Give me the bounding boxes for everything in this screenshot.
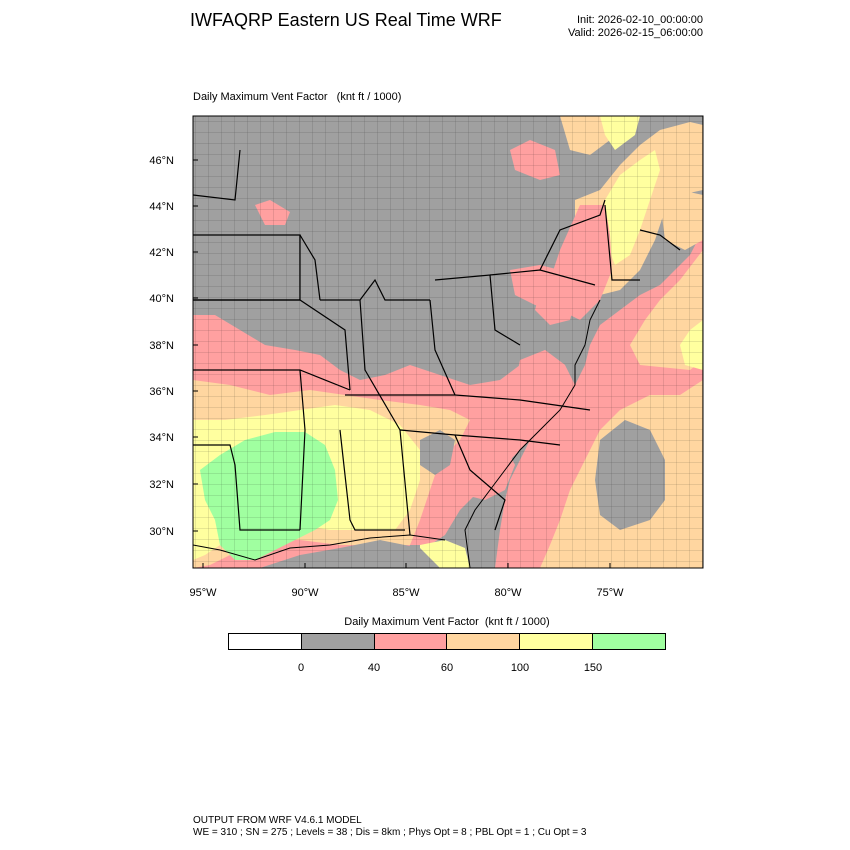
lat-label: 36°N	[149, 386, 174, 398]
lat-label: 46°N	[149, 155, 174, 167]
lon-label: 75°W	[596, 587, 624, 599]
lat-label: 38°N	[149, 340, 174, 352]
colorbar-segment	[447, 634, 521, 649]
lon-axis: 95°W 90°W 85°W 80°W 75°W	[189, 563, 624, 599]
colorbar-title: Daily Maximum Vent Factor (knt ft / 1000…	[344, 616, 550, 628]
lon-label: 90°W	[291, 587, 319, 599]
colorbar-tick-label: 40	[367, 662, 381, 674]
lon-label: 80°W	[494, 587, 522, 599]
lon-label: 85°W	[392, 587, 420, 599]
init-time: Init: 2026-02-10_00:00:00	[577, 14, 703, 26]
footer-model-line: OUTPUT FROM WRF V4.6.1 MODEL	[193, 815, 362, 826]
valid-time: Valid: 2026-02-15_06:00:00	[568, 27, 703, 39]
lat-label: 40°N	[149, 293, 174, 305]
colorbar-tick-label: 100	[510, 662, 530, 674]
lat-axis: 46°N 44°N 42°N 40°N 38°N 36°N 34°N 32°N 30°N	[149, 155, 198, 538]
colorbar-segment	[520, 634, 594, 649]
lat-label: 30°N	[149, 526, 174, 538]
lon-label: 95°W	[189, 587, 217, 599]
colorbar-segment	[229, 634, 302, 649]
lat-label: 44°N	[149, 201, 174, 213]
colorbar-tick-label: 150	[583, 662, 603, 674]
lat-label: 42°N	[149, 247, 174, 259]
map-fill-layer	[193, 116, 703, 568]
colorbar-segment	[374, 634, 448, 649]
colorbar-tick-label: 60	[440, 662, 454, 674]
coastlines	[193, 299, 601, 568]
map-frame	[192, 115, 704, 569]
colorbar-segment	[593, 634, 665, 649]
lat-label: 32°N	[149, 479, 174, 491]
colorbar	[228, 633, 666, 650]
page-title: IWFAQRP Eastern US Real Time WRF	[190, 10, 502, 30]
panel-title: Daily Maximum Vent Factor (knt ft / 1000…	[193, 91, 402, 103]
state-borders	[193, 149, 681, 536]
colorbar-tick-label: 0	[297, 662, 305, 674]
colorbar-segment	[301, 634, 375, 649]
footer-params-line: WE = 310 ; SN = 275 ; Levels = 38 ; Dis …	[193, 827, 587, 838]
lat-label: 34°N	[149, 432, 174, 444]
